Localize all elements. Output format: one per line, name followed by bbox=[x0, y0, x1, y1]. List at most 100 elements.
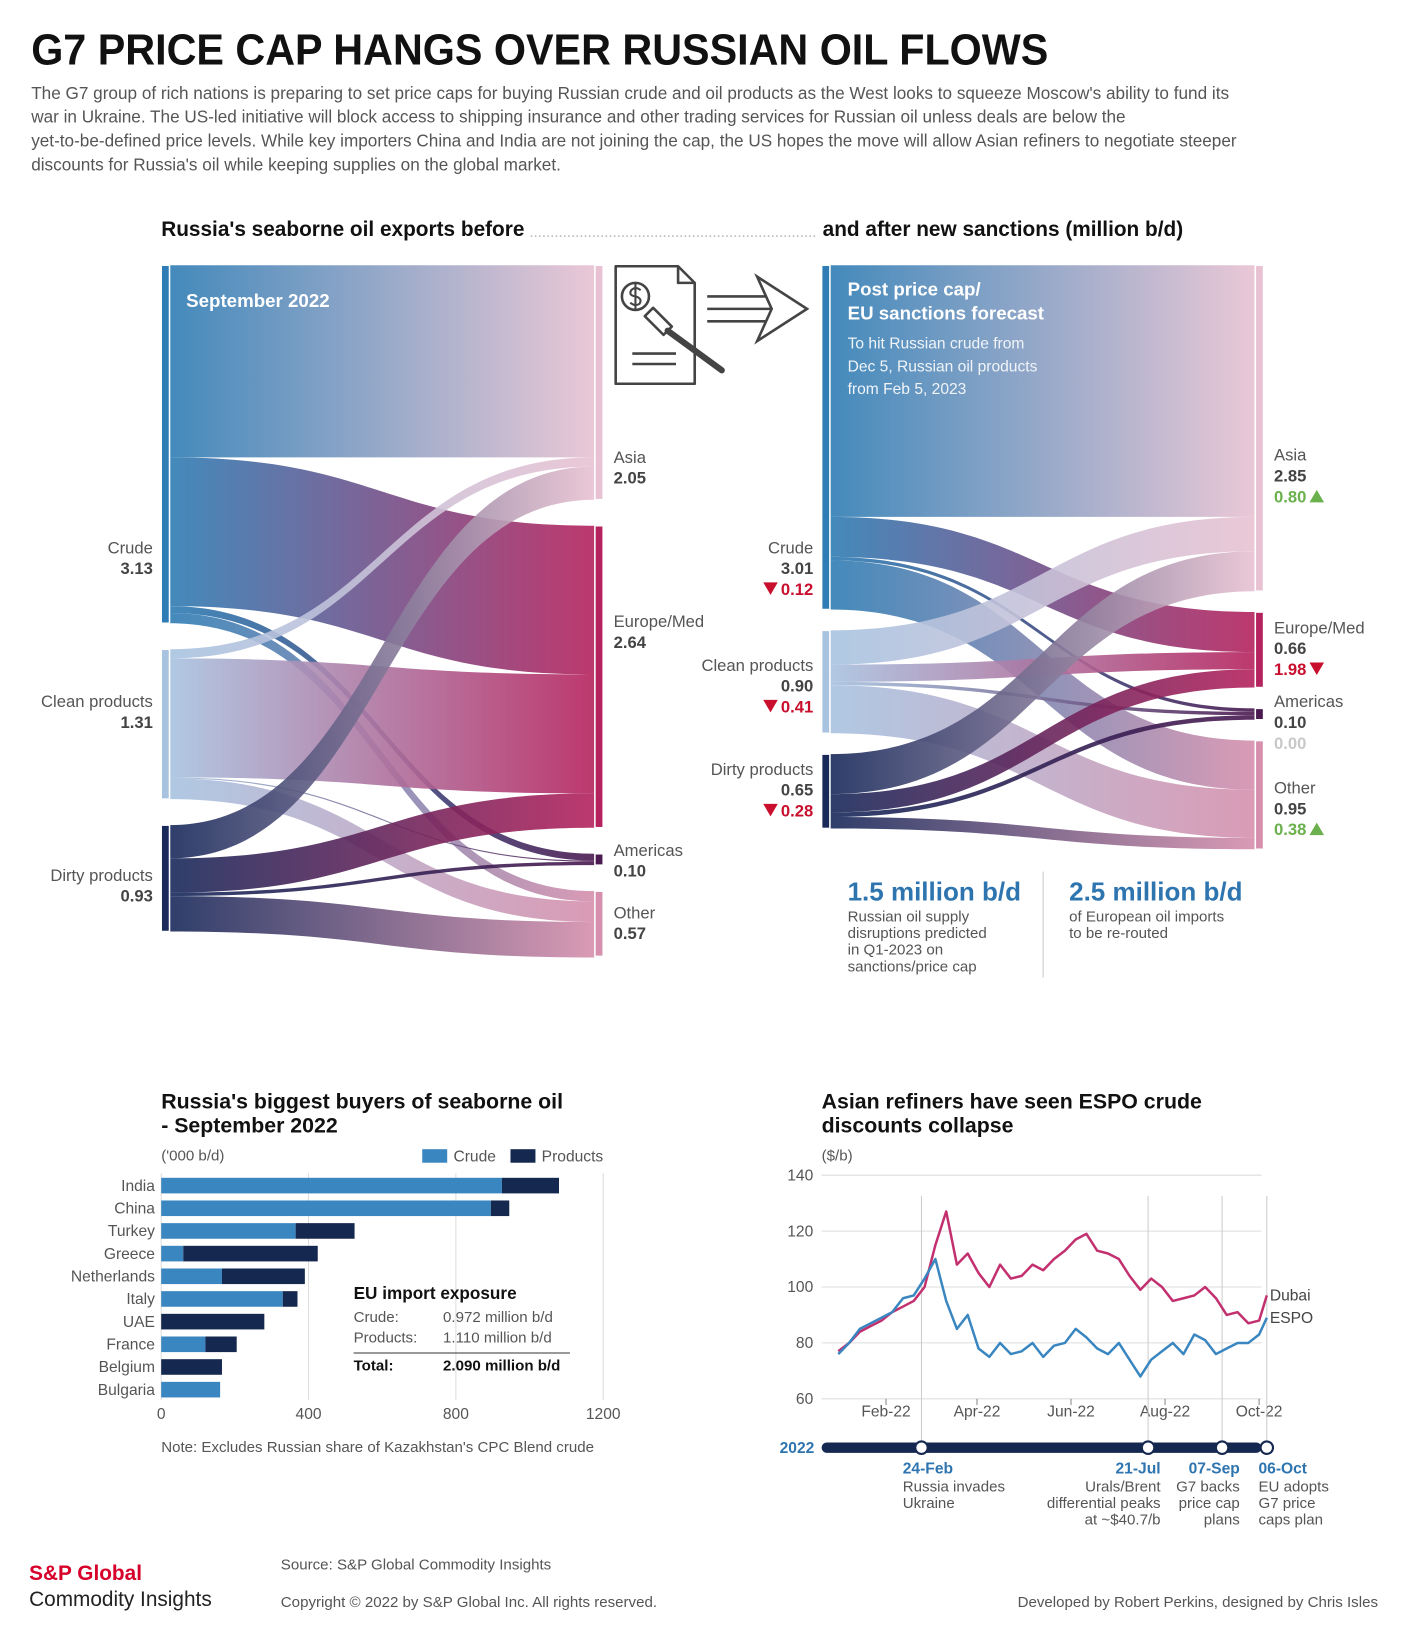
note: Note: Excludes Russian share of Kazakhst… bbox=[161, 1439, 594, 1456]
flow-label: September 2022 bbox=[186, 290, 329, 311]
category-label: Netherlands bbox=[71, 1268, 155, 1285]
unit-label: ($/b) bbox=[822, 1148, 853, 1165]
target-value: 2.64 bbox=[614, 633, 647, 652]
change-label: 0.28 bbox=[781, 801, 813, 820]
event-text: G7 backs bbox=[1176, 1478, 1240, 1495]
bar bbox=[161, 1313, 265, 1330]
source-value: 3.01 bbox=[781, 559, 813, 578]
target-node bbox=[594, 264, 604, 501]
flow bbox=[169, 896, 595, 958]
change-arrow bbox=[763, 582, 778, 595]
callout-headline: 2.5 million b/d bbox=[1069, 877, 1242, 907]
event-text: price cap bbox=[1179, 1495, 1240, 1512]
source-value: 0.93 bbox=[121, 887, 153, 906]
flow bbox=[169, 457, 595, 659]
flow bbox=[829, 681, 1256, 716]
credit: Developed by Robert Perkins, designed by… bbox=[1018, 1594, 1378, 1611]
chart-title: Russia's biggest buyers of seaborne oil bbox=[161, 1090, 563, 1114]
category-label: India bbox=[121, 1178, 155, 1195]
icon-fold bbox=[676, 266, 695, 285]
legend-swatch bbox=[510, 1149, 536, 1163]
change-label: 0.41 bbox=[781, 697, 813, 716]
source-name: Clean products bbox=[701, 656, 813, 675]
target-value: 0.66 bbox=[1274, 639, 1306, 658]
target-node bbox=[594, 524, 604, 829]
event-date: 07-Sep bbox=[1189, 1461, 1240, 1478]
flow bbox=[169, 793, 595, 893]
source-node bbox=[820, 629, 831, 735]
change-arrow bbox=[763, 803, 778, 817]
change-label: 0.12 bbox=[781, 580, 813, 599]
event-text: Ukraine bbox=[903, 1495, 955, 1512]
bar bbox=[282, 1291, 298, 1307]
x-tick-label: 1200 bbox=[586, 1406, 621, 1423]
flow bbox=[169, 777, 595, 862]
flow bbox=[169, 457, 595, 675]
series-label: Dubai bbox=[1270, 1288, 1311, 1305]
change-arrow bbox=[1309, 662, 1325, 675]
legend-label: Products bbox=[542, 1149, 604, 1166]
target-name: Americas bbox=[614, 841, 683, 860]
event-dot bbox=[1214, 1440, 1230, 1455]
series-line bbox=[837, 1210, 1269, 1353]
bar bbox=[161, 1359, 222, 1375]
icon-lines bbox=[632, 352, 676, 366]
source-node bbox=[160, 824, 171, 933]
target-node bbox=[1254, 739, 1265, 851]
flow-note: To hit Russian crude from bbox=[848, 335, 1025, 352]
chart-title: Russia's seaborne oil exports before bbox=[161, 218, 524, 241]
change-arrow bbox=[1309, 489, 1325, 503]
event-date: 06-Oct bbox=[1258, 1461, 1307, 1478]
category-label: UAE bbox=[123, 1314, 155, 1331]
bar bbox=[161, 1177, 502, 1194]
target-node bbox=[594, 852, 604, 866]
flow bbox=[829, 556, 1256, 712]
event-text: EU adopts bbox=[1258, 1478, 1328, 1495]
source-value: 1.31 bbox=[121, 713, 153, 732]
y-tick-label: 60 bbox=[796, 1391, 814, 1408]
target-node bbox=[1254, 264, 1265, 593]
bar bbox=[490, 1200, 510, 1217]
y-tick-label: 80 bbox=[796, 1335, 814, 1352]
event-text: Urals/Brent bbox=[1085, 1478, 1161, 1495]
source-node bbox=[820, 264, 831, 611]
chart-title: and after new sanctions (million b/d) bbox=[823, 218, 1184, 241]
source-name: Dirty products bbox=[50, 866, 153, 885]
flow bbox=[169, 466, 595, 859]
forward-arrow bbox=[707, 273, 810, 345]
target-name: Other bbox=[614, 903, 656, 922]
arrow-head bbox=[754, 273, 810, 345]
chart-title: discounts collapse bbox=[822, 1114, 1014, 1138]
event-dot bbox=[1259, 1440, 1275, 1455]
event-dot bbox=[1140, 1440, 1156, 1455]
source-value: 3.13 bbox=[121, 559, 153, 578]
bar bbox=[161, 1381, 221, 1398]
target-value: 0.10 bbox=[1274, 713, 1306, 732]
icon-gavel-head bbox=[643, 306, 674, 337]
bar bbox=[161, 1200, 491, 1217]
sanction-icon bbox=[614, 264, 725, 386]
description: war in Ukraine. The US-led initiative wi… bbox=[30, 107, 1125, 127]
series-label: ESPO bbox=[1270, 1310, 1313, 1327]
x-tick-label: 0 bbox=[157, 1406, 166, 1423]
target-node bbox=[1254, 707, 1265, 721]
change-label: 0.00 bbox=[1274, 734, 1306, 753]
target-value: 0.95 bbox=[1274, 799, 1306, 818]
inset-cell: 2.090 million b/d bbox=[443, 1358, 560, 1375]
source-node bbox=[160, 648, 171, 800]
callout-text: to be re-routed bbox=[1069, 925, 1168, 942]
callout-text: sanctions/price cap bbox=[848, 958, 977, 975]
logo-sub: Commodity Insights bbox=[29, 1588, 212, 1611]
y-tick-label: 120 bbox=[787, 1223, 813, 1240]
target-node bbox=[594, 890, 604, 958]
callout-text: disruptions predicted bbox=[848, 925, 987, 942]
event-text: Russia invades bbox=[903, 1478, 1005, 1495]
bar bbox=[161, 1223, 296, 1239]
event-text: at ~$40.7/b bbox=[1085, 1512, 1161, 1529]
flow-label: Post price cap/ bbox=[848, 278, 982, 299]
target-value: 0.10 bbox=[614, 862, 646, 881]
target-name: Asia bbox=[1274, 446, 1307, 465]
target-name: Europe/Med bbox=[1274, 618, 1365, 637]
inset-cell: 1.110 million b/d bbox=[443, 1330, 552, 1347]
